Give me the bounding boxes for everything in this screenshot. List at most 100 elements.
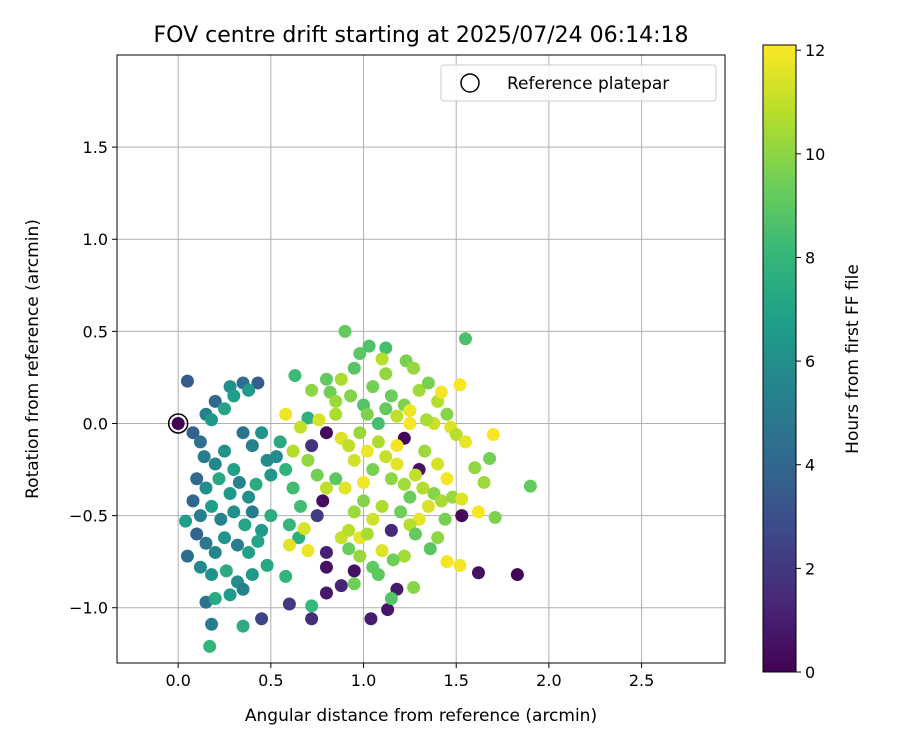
- scatter-point: [471, 566, 485, 580]
- scatter-point: [434, 385, 448, 399]
- scatter-point: [310, 509, 324, 523]
- scatter-point: [255, 523, 269, 537]
- x-tick-label: 0.0: [165, 671, 190, 690]
- scatter-point: [223, 588, 237, 602]
- scatter-point: [205, 617, 219, 631]
- scatter-point: [301, 411, 315, 425]
- scatter-point: [218, 444, 232, 458]
- scatter-point: [208, 592, 222, 606]
- scatter-point: [319, 426, 333, 440]
- scatter-point: [453, 378, 467, 392]
- scatter-point: [319, 372, 333, 386]
- data-points: [179, 324, 537, 653]
- reference-point: [167, 413, 189, 434]
- scatter-point: [384, 472, 398, 486]
- scatter-point: [407, 361, 421, 375]
- scatter-point: [453, 558, 467, 572]
- scatter-point: [236, 426, 250, 440]
- colorbar-bar: [762, 44, 797, 673]
- scatter-point: [219, 564, 233, 578]
- scatter-point: [458, 435, 472, 449]
- scatter-point: [312, 413, 326, 427]
- y-tick-label: 1.0: [83, 230, 108, 249]
- scatter-point: [282, 538, 296, 552]
- scatter-point: [408, 468, 422, 482]
- scatter-point: [347, 577, 361, 591]
- scatter-point: [455, 492, 469, 506]
- reference-dot: [171, 416, 185, 430]
- scatter-point: [282, 518, 296, 532]
- colorbar-tick-label: 12: [805, 41, 825, 60]
- colorbar-ticks: 0 2 4 6 8 10 12: [796, 41, 825, 682]
- scatter-point: [371, 568, 385, 582]
- scatter-point: [486, 428, 500, 442]
- scatter-point: [232, 475, 246, 489]
- scatter-point: [342, 542, 356, 556]
- legend-box: [440, 64, 717, 102]
- scatter-point: [236, 582, 250, 596]
- scatter-point: [403, 416, 417, 430]
- scatter-point: [421, 376, 435, 390]
- scatter-point: [305, 612, 319, 626]
- scatter-point: [329, 394, 343, 408]
- scatter-point: [371, 435, 385, 449]
- scatter-point: [319, 481, 333, 495]
- scatter-point: [193, 560, 207, 574]
- scatter-point: [319, 586, 333, 600]
- scatter-point: [264, 468, 278, 482]
- scatter-point: [245, 505, 259, 519]
- scatter-point: [230, 538, 244, 552]
- scatter-point: [286, 481, 300, 495]
- scatter-point: [390, 457, 404, 471]
- scatter-point: [403, 490, 417, 504]
- scatter-point: [294, 499, 308, 513]
- scatter-point: [362, 339, 376, 353]
- scatter-point: [294, 420, 308, 434]
- scatter-point: [421, 499, 435, 513]
- scatter-point: [394, 505, 408, 519]
- scatter-point: [375, 352, 389, 366]
- scatter-point: [208, 394, 222, 408]
- scatter-point: [186, 494, 200, 508]
- scatter-point: [329, 407, 343, 421]
- scatter-point: [397, 549, 411, 563]
- plot-frame: [116, 54, 726, 664]
- colorbar-label: Hours from first FF file: [843, 264, 863, 454]
- scatter-point: [379, 367, 393, 381]
- scatter-point: [305, 383, 319, 397]
- scatter-point: [431, 531, 445, 545]
- scatter-point: [384, 592, 398, 606]
- scatter-point: [223, 486, 237, 500]
- legend-marker-icon: [460, 73, 480, 93]
- legend-label: Reference platepar: [507, 74, 669, 94]
- y-tick-label: 0.5: [83, 322, 108, 341]
- scatter-point: [297, 522, 311, 536]
- scatter-point: [431, 457, 445, 471]
- scatter-point: [197, 450, 211, 464]
- x-tick-label: 2.0: [536, 671, 561, 690]
- x-tick-label: 2.5: [629, 671, 654, 690]
- scatter-point: [205, 568, 219, 582]
- scatter-point: [301, 544, 315, 558]
- scatter-point: [212, 472, 226, 486]
- scatter-point: [249, 477, 263, 491]
- scatter-point: [403, 404, 417, 418]
- scatter-point: [342, 439, 356, 453]
- scatter-point: [477, 475, 491, 489]
- scatter-point: [360, 407, 374, 421]
- colorbar-tick-label: 2: [805, 559, 815, 578]
- scatter-point: [407, 580, 421, 594]
- scatter-point: [390, 439, 404, 453]
- scatter-point: [434, 494, 448, 508]
- x-tick-label: 1.5: [443, 671, 468, 690]
- scatter-point: [305, 439, 319, 453]
- scatter-point: [288, 369, 302, 383]
- scatter-point: [488, 510, 502, 524]
- scatter-point: [408, 527, 422, 541]
- colorbar-tick-label: 6: [805, 352, 815, 371]
- scatter-point: [316, 494, 330, 508]
- scatter-point: [397, 477, 411, 491]
- scatter-point: [342, 523, 356, 537]
- scatter-point: [255, 426, 269, 440]
